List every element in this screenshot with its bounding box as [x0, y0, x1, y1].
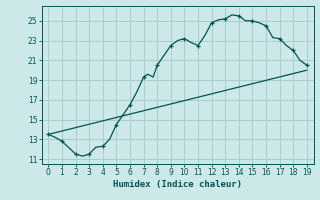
- X-axis label: Humidex (Indice chaleur): Humidex (Indice chaleur): [113, 180, 242, 189]
